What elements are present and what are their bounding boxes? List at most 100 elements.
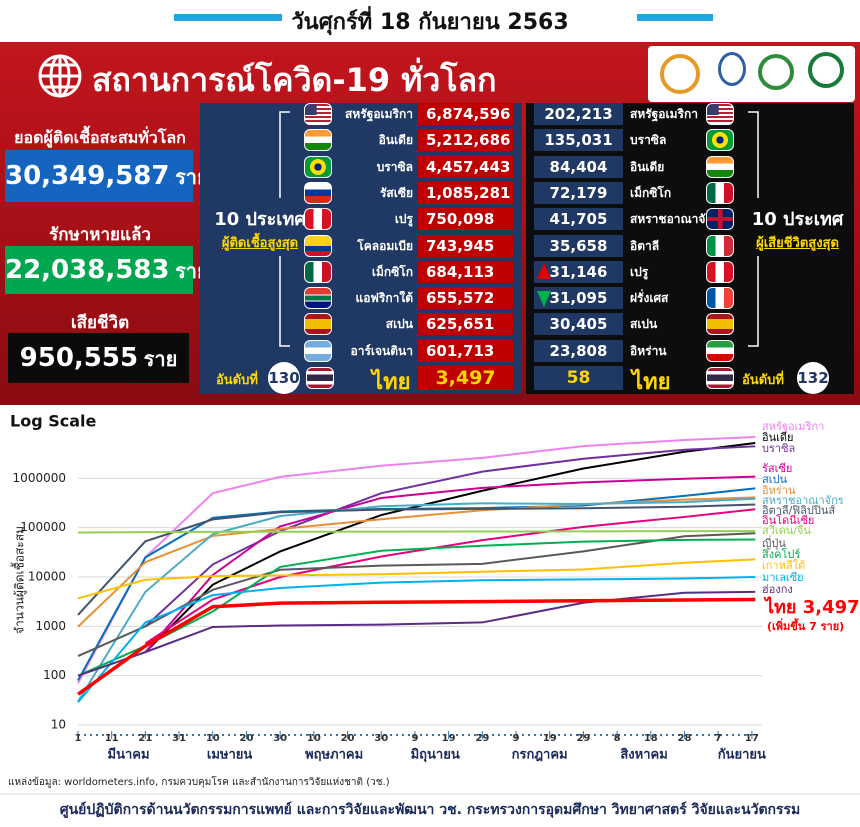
month-label: มิถุนายน	[411, 748, 460, 763]
x-tick-label: 1	[75, 733, 82, 744]
rank: 130	[268, 362, 300, 394]
series-line	[77, 590, 756, 677]
series-line	[77, 436, 756, 684]
flag	[706, 313, 734, 336]
country: สหรัฐอเมริกา	[630, 107, 698, 121]
x-tick-label: 10	[307, 733, 321, 744]
flag	[304, 103, 332, 125]
series-label: สหรัฐอเมริกา	[762, 420, 824, 433]
flag	[304, 287, 332, 310]
series-line	[77, 503, 756, 616]
y-axis-label: จำนวนผู้ติดเชื้อสะสม	[11, 526, 28, 634]
value: 743,945	[418, 234, 513, 257]
subheading: ผู้ติดเชื้อสูงสุด	[221, 236, 299, 251]
chart-title: Log Scale	[10, 412, 97, 431]
x-tick-label: 18	[644, 733, 658, 744]
deaths-label: เสียชีวิต	[70, 313, 130, 333]
series-label: รัสเซีย	[762, 462, 792, 475]
x-tick-label: 20	[240, 733, 254, 744]
country: เปรู	[630, 264, 649, 279]
brackets	[279, 111, 759, 347]
deaths-box: 950,555 ราย	[8, 333, 189, 383]
flag	[706, 208, 734, 231]
country: อินเดีย	[630, 159, 665, 174]
y-tick-label: 10000	[28, 570, 66, 584]
series-label: สวีเดน/จีน	[762, 524, 811, 537]
value: 35,658	[534, 234, 623, 257]
series-label: ฮ่องกง	[762, 583, 793, 596]
y-tick-label: 10	[51, 718, 66, 732]
value-thai: 58	[534, 366, 623, 390]
x-tick-label: 29	[475, 733, 489, 744]
series-label: ญี่ปุ่น	[762, 535, 786, 550]
series-label: ไทย 3,497	[763, 596, 860, 618]
country: สเปน	[630, 317, 658, 332]
country: สหราชอาณาจักร	[630, 212, 720, 227]
country: เม็กซิโก	[371, 264, 413, 279]
flag	[706, 155, 734, 178]
source: แหล่งข้อมูล: worldometers.info, กรมควบคุ…	[8, 775, 390, 788]
x-tick-label: 31	[172, 733, 186, 744]
x-tick-label: 19	[442, 733, 456, 744]
series-name: ไทย	[763, 596, 796, 618]
month-label: สิงหาคม	[620, 748, 667, 763]
value: 30,405	[534, 313, 623, 336]
logo	[758, 54, 794, 90]
country: อินเดีย	[378, 133, 413, 148]
arrow-down	[537, 291, 551, 308]
x-tick-label: 30	[374, 733, 388, 744]
month-label: พฤษภาคม	[305, 748, 363, 763]
value: 84,404	[534, 155, 623, 178]
flag	[304, 129, 332, 152]
month-label: กรกฎาคม	[512, 748, 568, 763]
x-tick-label: 10	[206, 733, 220, 744]
value: 1,085,281	[418, 181, 513, 204]
country: โคลอมเบีย	[357, 238, 413, 253]
value: 601,713	[418, 339, 513, 362]
country: รัสเซีย	[379, 185, 413, 200]
chart: Log Scale จำนวนผู้ติดเชื้อสะสม แหล่งข้อม…	[0, 412, 860, 818]
flag	[304, 155, 332, 178]
flag	[706, 339, 734, 362]
series-label: อิตาลี/ฟิลิปปินส์	[762, 504, 836, 517]
country: สหรัฐอเมริกา	[345, 107, 413, 121]
heading: 10 ประเทศ	[751, 209, 844, 230]
x-tick-label: 19	[543, 733, 557, 744]
value: 31,095	[534, 287, 623, 310]
flag	[706, 181, 734, 204]
logo	[808, 52, 844, 88]
x-tick-label: 30	[273, 733, 287, 744]
total: 30,349,587	[5, 161, 170, 191]
deco-bar	[637, 14, 713, 21]
country: อิตาลี	[630, 238, 660, 253]
series-line	[77, 530, 756, 534]
date: วันศุกร์ที่ 18 กันยายน 2563	[291, 10, 569, 35]
series-line	[144, 475, 756, 653]
flag	[304, 260, 332, 283]
rank: 132	[797, 362, 829, 394]
flag	[304, 339, 332, 362]
subheading: ผู้เสียชีวิตสูงสุด	[756, 236, 839, 251]
series-line	[77, 576, 756, 703]
value: 6,874,596	[418, 103, 513, 125]
flag	[706, 287, 734, 310]
x-tick-label: 20	[341, 733, 355, 744]
value: 135,031	[534, 129, 623, 152]
country: อาร์เจนตินา	[350, 343, 413, 358]
x-tick-label: 17	[745, 733, 759, 744]
series-line	[76, 597, 756, 696]
value: 72,179	[534, 181, 623, 204]
flag	[306, 367, 334, 389]
flag	[304, 208, 332, 231]
value: 750,098	[418, 208, 513, 231]
month-label: เมษายน	[207, 748, 252, 763]
deaths-total: 950,555	[19, 343, 139, 373]
x-tick-label: 29	[576, 733, 590, 744]
series-line	[77, 496, 756, 628]
country: ฝรั่งเศส	[630, 291, 669, 306]
title: สถานการณ์โควิด-19 ทั่วโลก	[92, 61, 497, 99]
flag	[304, 181, 332, 204]
arrow-up	[537, 262, 551, 279]
flag	[706, 234, 734, 257]
